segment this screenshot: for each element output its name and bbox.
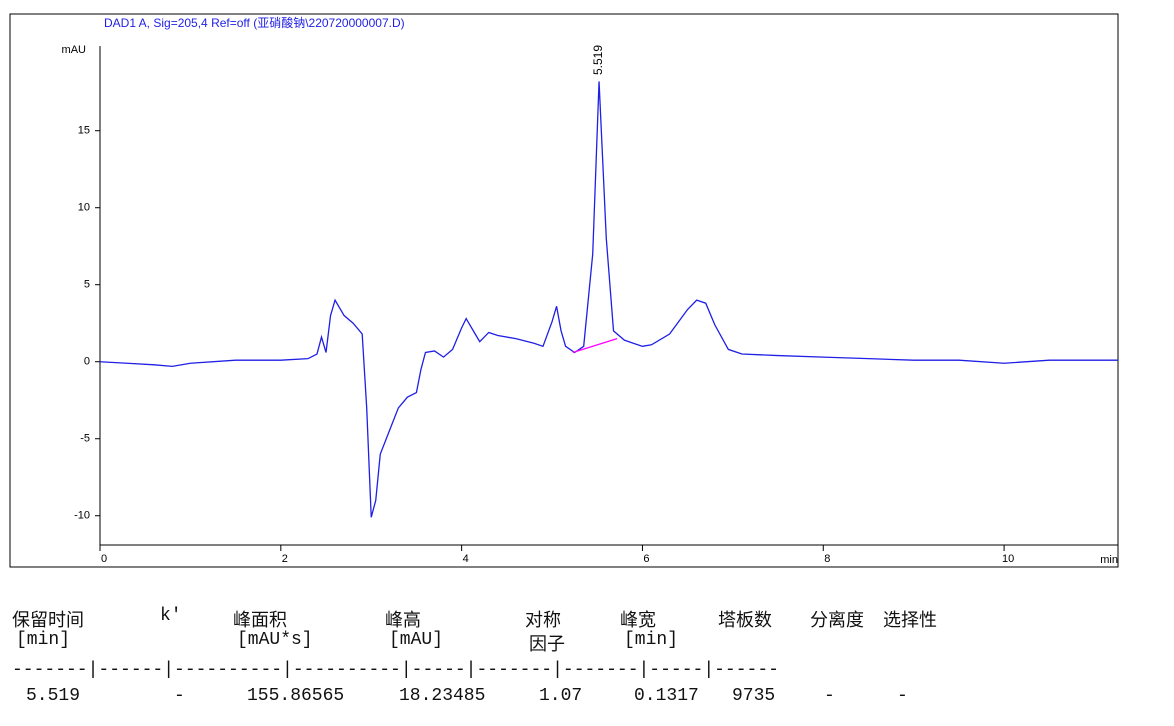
- separator: -------|------|----------|----------|---…: [12, 660, 779, 680]
- cell-value: 0.1317: [634, 686, 699, 706]
- x-axis-label: min: [1100, 554, 1118, 566]
- column-header: k': [160, 606, 182, 626]
- y-tick-label: 0: [84, 356, 90, 368]
- column-header: 对称: [525, 612, 561, 632]
- frame: [9, 13, 1119, 568]
- cell-value: 1.07: [539, 686, 583, 706]
- y-tick-label: 10: [78, 202, 90, 214]
- trace: [99, 81, 1118, 518]
- column-header: 峰宽: [620, 612, 656, 632]
- column-header: 峰面积: [233, 612, 287, 632]
- column-unit: [min]: [16, 630, 71, 650]
- cell-value: 155.86565: [247, 686, 345, 706]
- x-tick-label: 2: [282, 553, 288, 565]
- y-axis-label: mAU: [62, 44, 87, 56]
- column-header: 保留时间: [12, 612, 84, 632]
- x-tick-label: 6: [643, 553, 649, 565]
- cell-value: 9735: [732, 686, 776, 706]
- chart: DAD1 A, Sig=205,4 Ref=off (亚硝酸钠\22072000…: [9, 13, 1119, 568]
- cell-value: -: [174, 686, 185, 706]
- cell-value: 5.519: [26, 686, 81, 706]
- column-unit: 因子: [529, 636, 565, 656]
- column-unit: [min]: [624, 630, 679, 650]
- x-tick-label: 0: [101, 553, 107, 565]
- y-tick-label: 5: [84, 279, 90, 291]
- peak-label: 5.519: [591, 45, 605, 75]
- cell-value: -: [824, 686, 835, 706]
- column-unit: [mAU*s]: [237, 630, 313, 650]
- column-header: 分离度: [810, 612, 864, 632]
- x-tick-label: 8: [824, 553, 830, 565]
- x-tick-label: 10: [1002, 553, 1014, 565]
- chart-title: DAD1 A, Sig=205,4 Ref=off (亚硝酸钠\22072000…: [104, 15, 405, 30]
- cell-value: -: [897, 686, 908, 706]
- cell-value: 18.23485: [399, 686, 486, 706]
- column-header: 选择性: [883, 612, 937, 632]
- column-header: 峰高: [385, 612, 421, 632]
- y-tick-label: -5: [80, 433, 90, 445]
- x-tick-label: 4: [463, 553, 469, 565]
- y-tick-label: 15: [78, 125, 90, 137]
- peak-baseline: [572, 338, 618, 354]
- column-header: 塔板数: [718, 612, 772, 632]
- column-unit: [mAU]: [389, 630, 444, 650]
- y-tick-label: -10: [74, 510, 90, 522]
